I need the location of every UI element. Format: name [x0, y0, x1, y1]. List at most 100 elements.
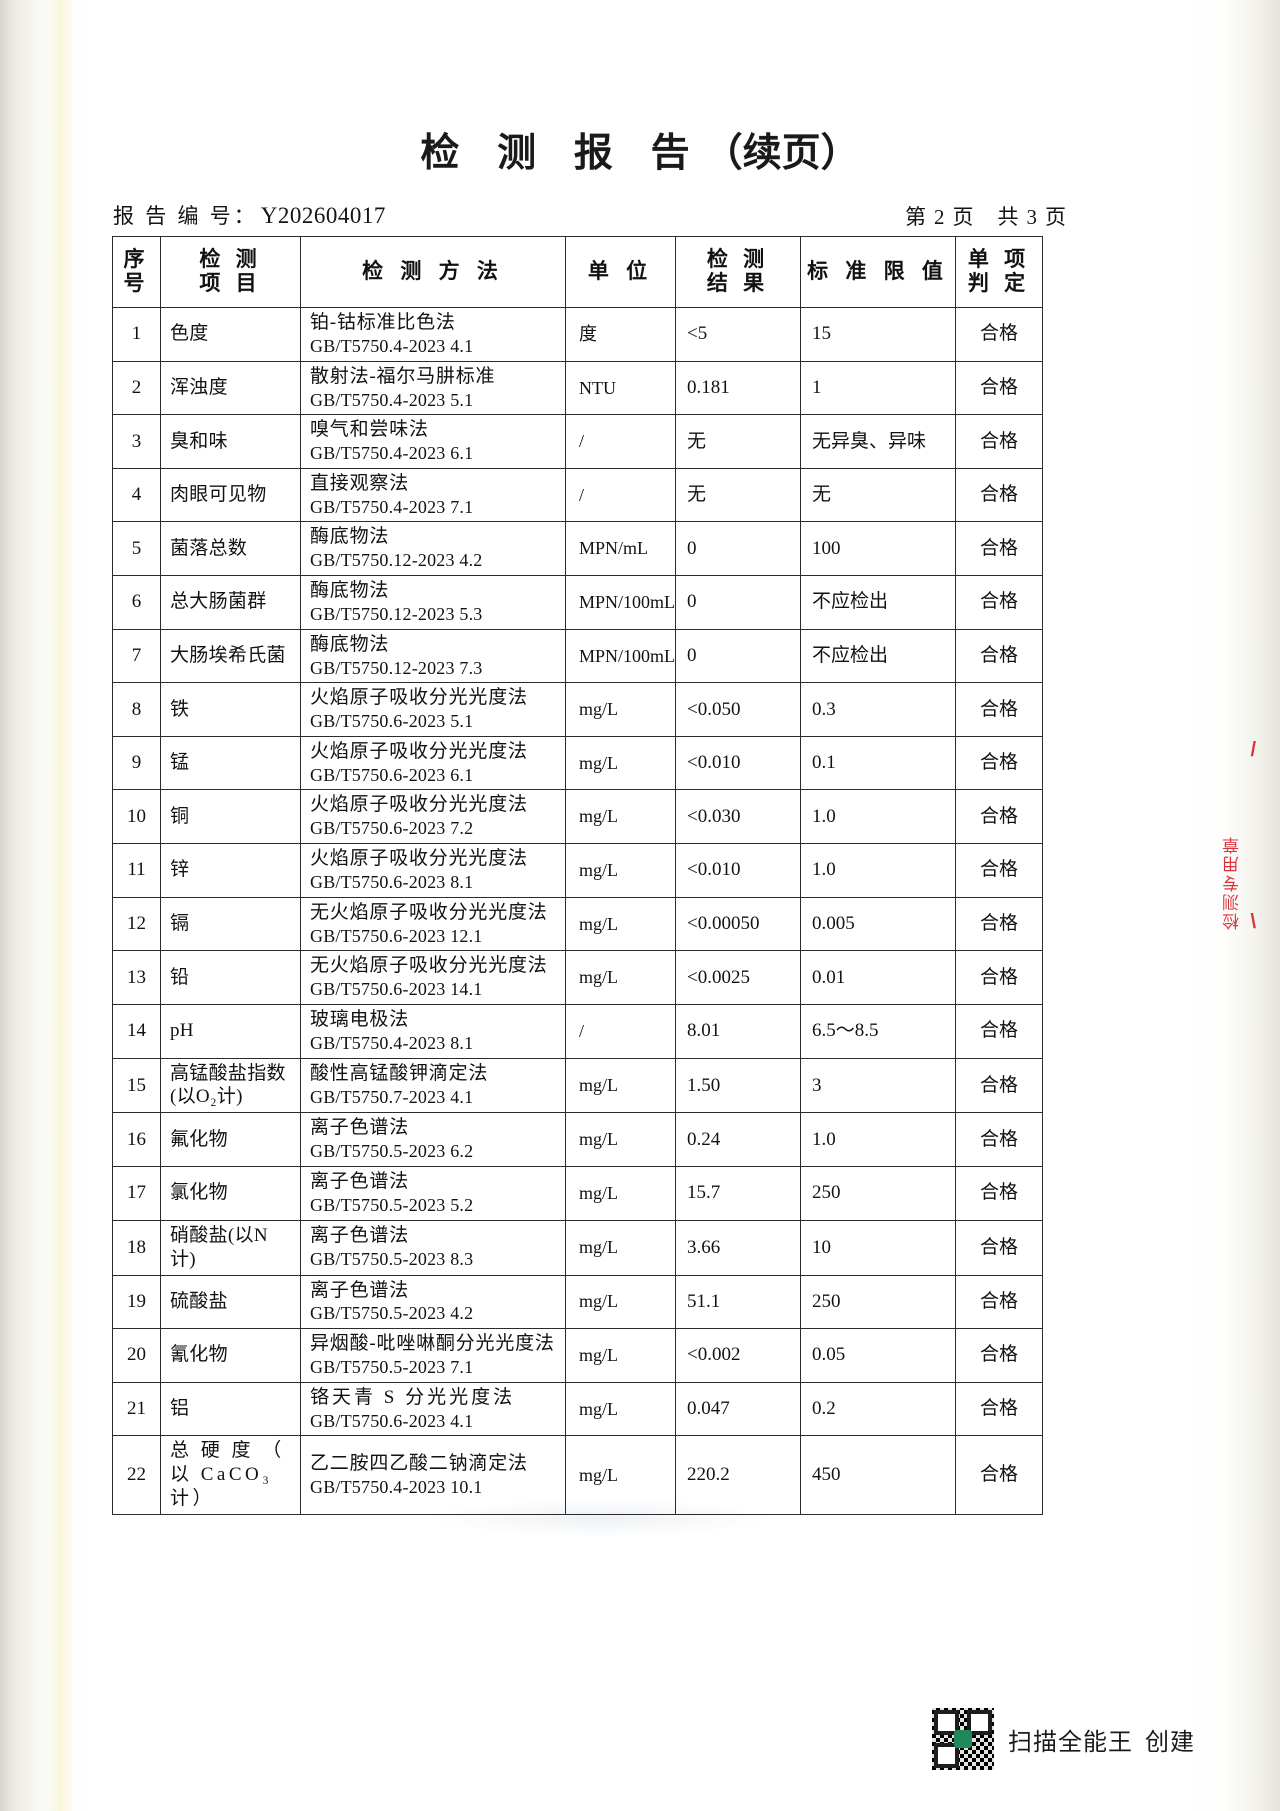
cell-method-text: 离子色谱法 GB/T5750.5-2023 4.2: [301, 1276, 565, 1329]
cell-judge: 合格: [955, 789, 1043, 845]
cell-unit: mg/L: [565, 1166, 676, 1221]
table-row: 1 色度 铂-钴标准比色法 GB/T5750.4-2023 4.1 度 <5 15 合格: [112, 307, 1043, 362]
cell-method: 离子色谱法 GB/T5750.5-2023 8.3: [300, 1219, 566, 1276]
method-standard: GB/T5750.6-2023 14.1: [310, 979, 483, 1000]
scan-watermark: 扫描全能王 创建: [930, 1706, 1195, 1772]
cell-result-text: 51.1: [687, 1290, 721, 1312]
cell-limit: 250: [800, 1166, 956, 1221]
cell-no: 19: [112, 1274, 161, 1330]
cell-limit: 0.05: [800, 1328, 956, 1383]
table-head: 序 号 检 测 项 目 检 测 方 法 单 位 检 测 结 果 标 准 限 值: [112, 236, 1043, 308]
cell-item-text: 高锰酸盐指数(以O₂计): [170, 1062, 286, 1108]
cell-item: 铁: [160, 682, 301, 737]
cell-result-text: <0.002: [687, 1344, 741, 1366]
cell-result-text: 0: [687, 591, 697, 613]
method-name: 酸性高锰酸钾滴定法: [310, 1063, 489, 1085]
cell-no: 16: [112, 1112, 161, 1168]
cell-unit-text: mg/L: [579, 699, 618, 720]
cell-no-text: 7: [131, 644, 142, 666]
cell-limit-text: 10: [812, 1236, 831, 1258]
cell-no: 15: [112, 1057, 161, 1114]
cell-item-text: 硝酸盐(以N计): [170, 1224, 268, 1270]
cell-judge-text: 合格: [979, 698, 1018, 720]
cell-limit-text: 6.5～8.5: [812, 1020, 879, 1042]
cell-result-text: <0.0025: [687, 966, 750, 988]
cell-result-text: 220.2: [687, 1464, 730, 1486]
method-standard: GB/T5750.4-2023 10.1: [310, 1476, 483, 1497]
cell-no-text: 3: [131, 430, 142, 452]
cell-method-text: 无火焰原子吸收分光光度法 GB/T5750.6-2023 12.1: [301, 898, 565, 951]
method-standard: GB/T5750.6-2023 6.1: [310, 764, 474, 785]
cell-no-text: 10: [127, 805, 146, 827]
cell-item: 镉: [160, 896, 301, 952]
cell-method-text: 无火焰原子吸收分光光度法 GB/T5750.6-2023 14.1: [301, 951, 565, 1004]
cell-judge: 合格: [955, 1328, 1043, 1383]
cell-method: 散射法-福尔马肼标准 GB/T5750.4-2023 5.1: [300, 360, 566, 416]
cell-item: 总大肠菌群: [160, 575, 301, 630]
cell-method-text: 铬天青 S 分光光度法 GB/T5750.6-2023 4.1: [301, 1383, 565, 1436]
cell-method: 火焰原子吸收分光光度法 GB/T5750.6-2023 6.1: [300, 735, 566, 791]
cell-result-text: <0.030: [687, 805, 741, 827]
cell-no-text: 17: [127, 1182, 146, 1204]
cell-limit: 1.0: [800, 1112, 956, 1168]
cell-limit: 1.0: [800, 843, 956, 898]
qr-code-icon: [930, 1706, 996, 1772]
col-header-item: 检 测 项 目: [160, 236, 301, 308]
cell-result-text: <0.010: [687, 859, 741, 881]
cell-judge: 合格: [955, 360, 1043, 416]
cell-method: 离子色谱法 GB/T5750.5-2023 5.2: [300, 1166, 566, 1221]
cell-unit-text: mg/L: [579, 1237, 618, 1258]
cell-limit-text: 100: [812, 537, 841, 559]
method-name: 离子色谱法: [310, 1279, 410, 1301]
cell-method-text: 乙二胺四乙酸二钠滴定法 GB/T5750.4-2023 10.1: [301, 1449, 565, 1502]
cell-item: 氰化物: [160, 1328, 301, 1383]
col-header-no-line2: 号: [123, 271, 150, 295]
cell-item-text: 镉: [170, 913, 190, 935]
cell-item-text: 浑浊度: [170, 376, 228, 398]
cell-no: 6: [112, 575, 161, 630]
cell-judge: 合格: [955, 682, 1043, 737]
cell-method: 铬天青 S 分光光度法 GB/T5750.6-2023 4.1: [300, 1381, 566, 1437]
table-body: 1 色度 铂-钴标准比色法 GB/T5750.4-2023 4.1 度 <5 15 合格 2 浑浊…: [112, 307, 1043, 1516]
cell-limit-text: 0.1: [812, 752, 836, 774]
page-current: 2: [934, 205, 947, 229]
cell-limit: 1: [800, 360, 956, 416]
cell-no: 14: [112, 1003, 161, 1059]
cell-unit: mg/L: [565, 1112, 676, 1168]
method-name: 无火焰原子吸收分光光度法: [310, 955, 548, 977]
col-header-item-line2: 项 目: [199, 271, 262, 295]
cell-item-text: 铁: [170, 698, 190, 720]
method-standard: GB/T5750.6-2023 12.1: [310, 925, 483, 946]
cell-no: 11: [112, 843, 161, 898]
cell-method-text: 离子色谱法 GB/T5750.5-2023 5.2: [301, 1167, 565, 1220]
cell-unit-text: mg/L: [579, 1345, 618, 1366]
table-row: 15 高锰酸盐指数(以O₂计) 酸性高锰酸钾滴定法 GB/T5750.7-2023 4…: [112, 1057, 1043, 1114]
cell-method-text: 嗅气和尝味法 GB/T5750.4-2023 6.1: [301, 415, 565, 468]
cell-limit-text: 0.3: [812, 698, 836, 720]
cell-no: 1: [112, 307, 161, 362]
cell-method-text: 散射法-福尔马肼标准 GB/T5750.4-2023 5.1: [301, 362, 565, 415]
cell-judge: 合格: [955, 467, 1043, 523]
cell-no-text: 5: [131, 537, 142, 559]
cell-judge-text: 合格: [979, 430, 1018, 452]
cell-limit-text: 无: [812, 484, 832, 506]
cell-unit: mg/L: [565, 735, 676, 791]
cell-limit: 不应检出: [800, 575, 956, 630]
cell-no-text: 21: [127, 1398, 146, 1420]
cell-method: 乙二胺四乙酸二钠滴定法 GB/T5750.4-2023 10.1: [300, 1435, 566, 1516]
cell-method: 火焰原子吸收分光光度法 GB/T5750.6-2023 7.2: [300, 789, 566, 845]
table-row: 13 铅 无火焰原子吸收分光光度法 GB/T5750.6-2023 14.1 mg/L <…: [112, 950, 1043, 1005]
results-table: 序 号 检 测 项 目 检 测 方 法 单 位 检 测 结 果 标 准 限 值: [112, 236, 1043, 1516]
cell-result: <0.010: [675, 735, 801, 791]
cell-unit: mg/L: [565, 896, 676, 952]
cell-item-text: 氟化物: [170, 1128, 228, 1150]
cell-judge-text: 合格: [979, 966, 1018, 988]
cell-unit: mg/L: [565, 682, 676, 737]
cell-judge: 合格: [955, 575, 1043, 630]
method-name: 火焰原子吸收分光光度法: [310, 794, 528, 816]
cell-unit: MPN/100mL: [565, 575, 676, 630]
method-name: 异烟酸-吡唑啉酮分光光度法: [310, 1333, 555, 1355]
table-row: 22 总 硬 度 （ 以 CaCO₃ 计） 乙二胺四乙酸二钠滴定法 GB/T5750.…: [112, 1435, 1043, 1516]
cell-result: 8.01: [675, 1003, 801, 1059]
